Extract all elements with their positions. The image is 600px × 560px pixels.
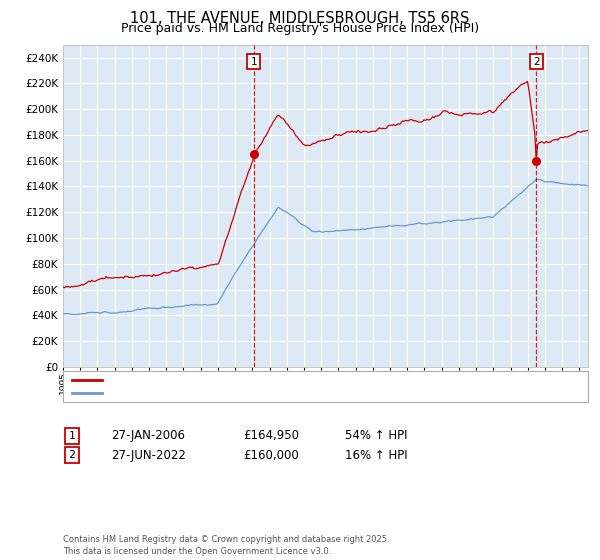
Text: 27-JAN-2006: 27-JAN-2006 [111,429,185,442]
Text: £160,000: £160,000 [243,449,299,462]
Text: 101, THE AVENUE, MIDDLESBROUGH, TS5 6RS: 101, THE AVENUE, MIDDLESBROUGH, TS5 6RS [130,11,470,26]
Text: 16% ↑ HPI: 16% ↑ HPI [345,449,407,462]
Text: 1: 1 [250,57,257,67]
Text: 1: 1 [68,431,76,441]
Text: 101, THE AVENUE, MIDDLESBROUGH, TS5 6RS (semi-detached house): 101, THE AVENUE, MIDDLESBROUGH, TS5 6RS … [107,375,457,385]
Text: £164,950: £164,950 [243,429,299,442]
Text: Price paid vs. HM Land Registry's House Price Index (HPI): Price paid vs. HM Land Registry's House … [121,22,479,35]
Text: 27-JUN-2022: 27-JUN-2022 [111,449,186,462]
Text: HPI: Average price, semi-detached house, Middlesbrough: HPI: Average price, semi-detached house,… [107,389,392,399]
Text: 2: 2 [533,57,539,67]
Text: Contains HM Land Registry data © Crown copyright and database right 2025.
This d: Contains HM Land Registry data © Crown c… [63,535,389,556]
Text: 2: 2 [68,450,76,460]
Text: 54% ↑ HPI: 54% ↑ HPI [345,429,407,442]
